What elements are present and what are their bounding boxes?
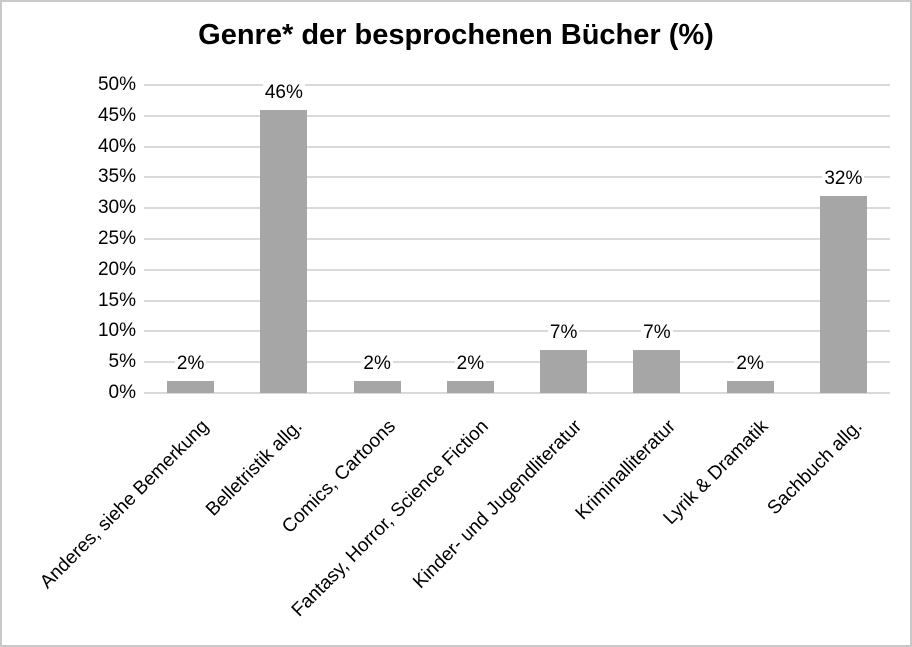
bar-value-text: 32% bbox=[822, 167, 865, 189]
bar-value-text: 2% bbox=[174, 352, 207, 374]
bar-value-text: 46% bbox=[262, 81, 305, 103]
gridline bbox=[144, 238, 890, 240]
y-tick-label: 45% bbox=[97, 104, 136, 126]
bar bbox=[353, 380, 401, 393]
bar-value-label: 32% bbox=[797, 167, 889, 190]
bar bbox=[819, 195, 867, 393]
bar-value-label: 2% bbox=[704, 352, 796, 375]
y-tick-label: 50% bbox=[97, 74, 136, 95]
gridline bbox=[144, 330, 890, 333]
bar-value-label: 7% bbox=[518, 321, 610, 344]
bar bbox=[726, 380, 774, 393]
y-tick-label: 20% bbox=[97, 258, 136, 280]
gridline bbox=[144, 176, 890, 179]
bar-value-text: 2% bbox=[361, 352, 393, 374]
y-tick-label: 30% bbox=[97, 197, 136, 219]
y-tick-label: 10% bbox=[97, 320, 136, 342]
x-category-text: Belletristik allg. bbox=[202, 416, 307, 521]
y-tick-label: 25% bbox=[97, 228, 136, 249]
gridline bbox=[144, 207, 890, 210]
bar-value-label: 2% bbox=[331, 352, 423, 375]
gridline bbox=[144, 268, 890, 271]
bar-value-label: 2% bbox=[145, 352, 237, 375]
bar-value-text: 2% bbox=[734, 352, 766, 374]
y-tick-label: 0% bbox=[108, 382, 136, 403]
bar bbox=[446, 380, 494, 393]
y-tick-label: 35% bbox=[97, 166, 136, 188]
bar bbox=[633, 349, 681, 393]
chart-title: Genre* der besprochenen Bücher (%) bbox=[198, 19, 714, 51]
x-axis-line bbox=[144, 392, 890, 394]
bar-value-text: 7% bbox=[547, 321, 580, 343]
bar bbox=[167, 380, 215, 393]
bar-value-label: 2% bbox=[424, 352, 516, 375]
x-category-text: Fantasy, Horror, Science Fiction bbox=[288, 416, 494, 622]
bar-value-text: 7% bbox=[641, 321, 673, 343]
y-tick-label: 5% bbox=[108, 351, 136, 373]
bar bbox=[540, 349, 588, 393]
gridline bbox=[144, 84, 890, 86]
gridline bbox=[144, 299, 890, 302]
y-tick-label: 15% bbox=[97, 289, 136, 311]
bar-value-text: 2% bbox=[454, 352, 487, 374]
bar-value-label: 7% bbox=[611, 321, 703, 344]
y-tick-label: 40% bbox=[97, 135, 136, 157]
gridline bbox=[144, 114, 890, 117]
bar-value-label: 46% bbox=[238, 81, 330, 104]
x-category-text: Anderes, siehe Bemerkung bbox=[36, 416, 214, 593]
gridline bbox=[144, 361, 890, 364]
x-category-text: Kinder- und Jugendliteratur bbox=[409, 416, 587, 593]
x-category-text: Sachbuch allg. bbox=[763, 416, 867, 519]
gridline bbox=[144, 145, 890, 148]
bar bbox=[260, 109, 308, 393]
